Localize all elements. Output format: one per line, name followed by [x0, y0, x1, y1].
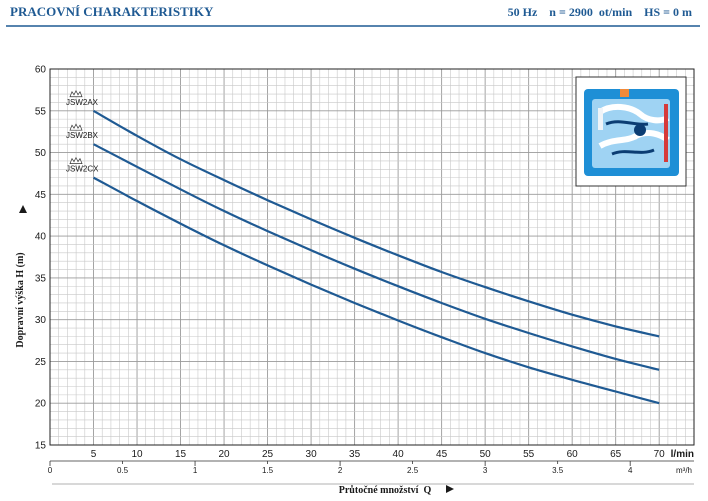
x2-unit-label: m³/h [676, 466, 692, 475]
x-tick-label: 10 [131, 449, 143, 460]
x-tick-label: 60 [567, 449, 579, 460]
y-tick-label: 55 [35, 106, 47, 117]
crown-icon [69, 89, 83, 98]
x-tick-label: 20 [218, 449, 230, 460]
x-axis-ticks: 5 10 15 20 25 30 35 40 45 50 55 60 65 70 [91, 449, 665, 460]
x-axis-arrow-icon [446, 485, 454, 493]
y-tick-label: 15 [35, 441, 47, 452]
y-tick-label: 25 [35, 357, 47, 368]
x2-tick-label: 2.5 [407, 466, 419, 475]
x2-tick-label: 4 [628, 466, 633, 475]
plot-frame [49, 68, 695, 446]
series-label-jsw2bx: JSW2BX [66, 131, 99, 140]
series-label-jsw2cx: JSW2CX [66, 165, 99, 174]
chart-title: PRACOVNÍ CHARAKTERISTIKY [10, 4, 214, 19]
x2-tick-label: 0.5 [117, 466, 129, 475]
y-tick-label: 50 [35, 148, 47, 159]
grid [50, 69, 694, 445]
y-axis-ticks: 15 20 25 30 35 40 45 50 55 60 [35, 65, 47, 452]
y-axis-label: Dopravní výška H (m) [15, 252, 26, 347]
x2-tick-label: 2 [338, 466, 343, 475]
x2-tick-label: 1 [193, 466, 198, 475]
y-tick-label: 45 [35, 190, 47, 201]
x2-tick-label: 3 [483, 466, 488, 475]
x-tick-label: 40 [393, 449, 405, 460]
x2-tick-label: 0 [48, 466, 53, 475]
operating-conditions: 50 Hz n = 2900 ot/min HS = 0 m [508, 5, 692, 19]
x-tick-label: 15 [175, 449, 187, 460]
crown-icon [69, 123, 83, 131]
series-line-jsw2bx [92, 143, 660, 371]
pump-cross-section-icon [575, 76, 687, 187]
series-line-jsw2cx [92, 176, 660, 405]
y-tick-label: 20 [35, 399, 47, 410]
y-tick-label: 35 [35, 273, 47, 284]
crown-icon [69, 156, 83, 164]
x-unit-label: l/min [671, 449, 694, 460]
x-tick-label: 25 [262, 449, 274, 460]
y-tick-label: 60 [35, 65, 47, 76]
series-labels: JSW2AX JSW2BX JSW2CX [66, 89, 99, 174]
x-tick-label: 50 [480, 449, 492, 460]
x-tick-label: 30 [306, 449, 318, 460]
y-axis-arrow-icon [19, 205, 27, 213]
secondary-x-axis: 0 0.5 1 1.5 2 2.5 3 3.5 4 [48, 460, 694, 475]
x-tick-label: 35 [349, 449, 361, 460]
x2-tick-label: 1.5 [262, 466, 274, 475]
x-axis-label: Průtočné množství Q [339, 485, 432, 496]
series-line-jsw2ax [92, 109, 660, 338]
y-tick-label: 30 [35, 315, 47, 326]
x-tick-label: 55 [523, 449, 535, 460]
x2-tick-label: 3.5 [552, 466, 564, 475]
series-label-jsw2ax: JSW2AX [66, 98, 99, 107]
series-lines [92, 109, 660, 405]
x-tick-label: 5 [91, 449, 97, 460]
x-tick-label: 65 [610, 449, 622, 460]
x-tick-label: 70 [654, 449, 666, 460]
x-tick-label: 45 [436, 449, 448, 460]
y-tick-label: 40 [35, 232, 47, 243]
